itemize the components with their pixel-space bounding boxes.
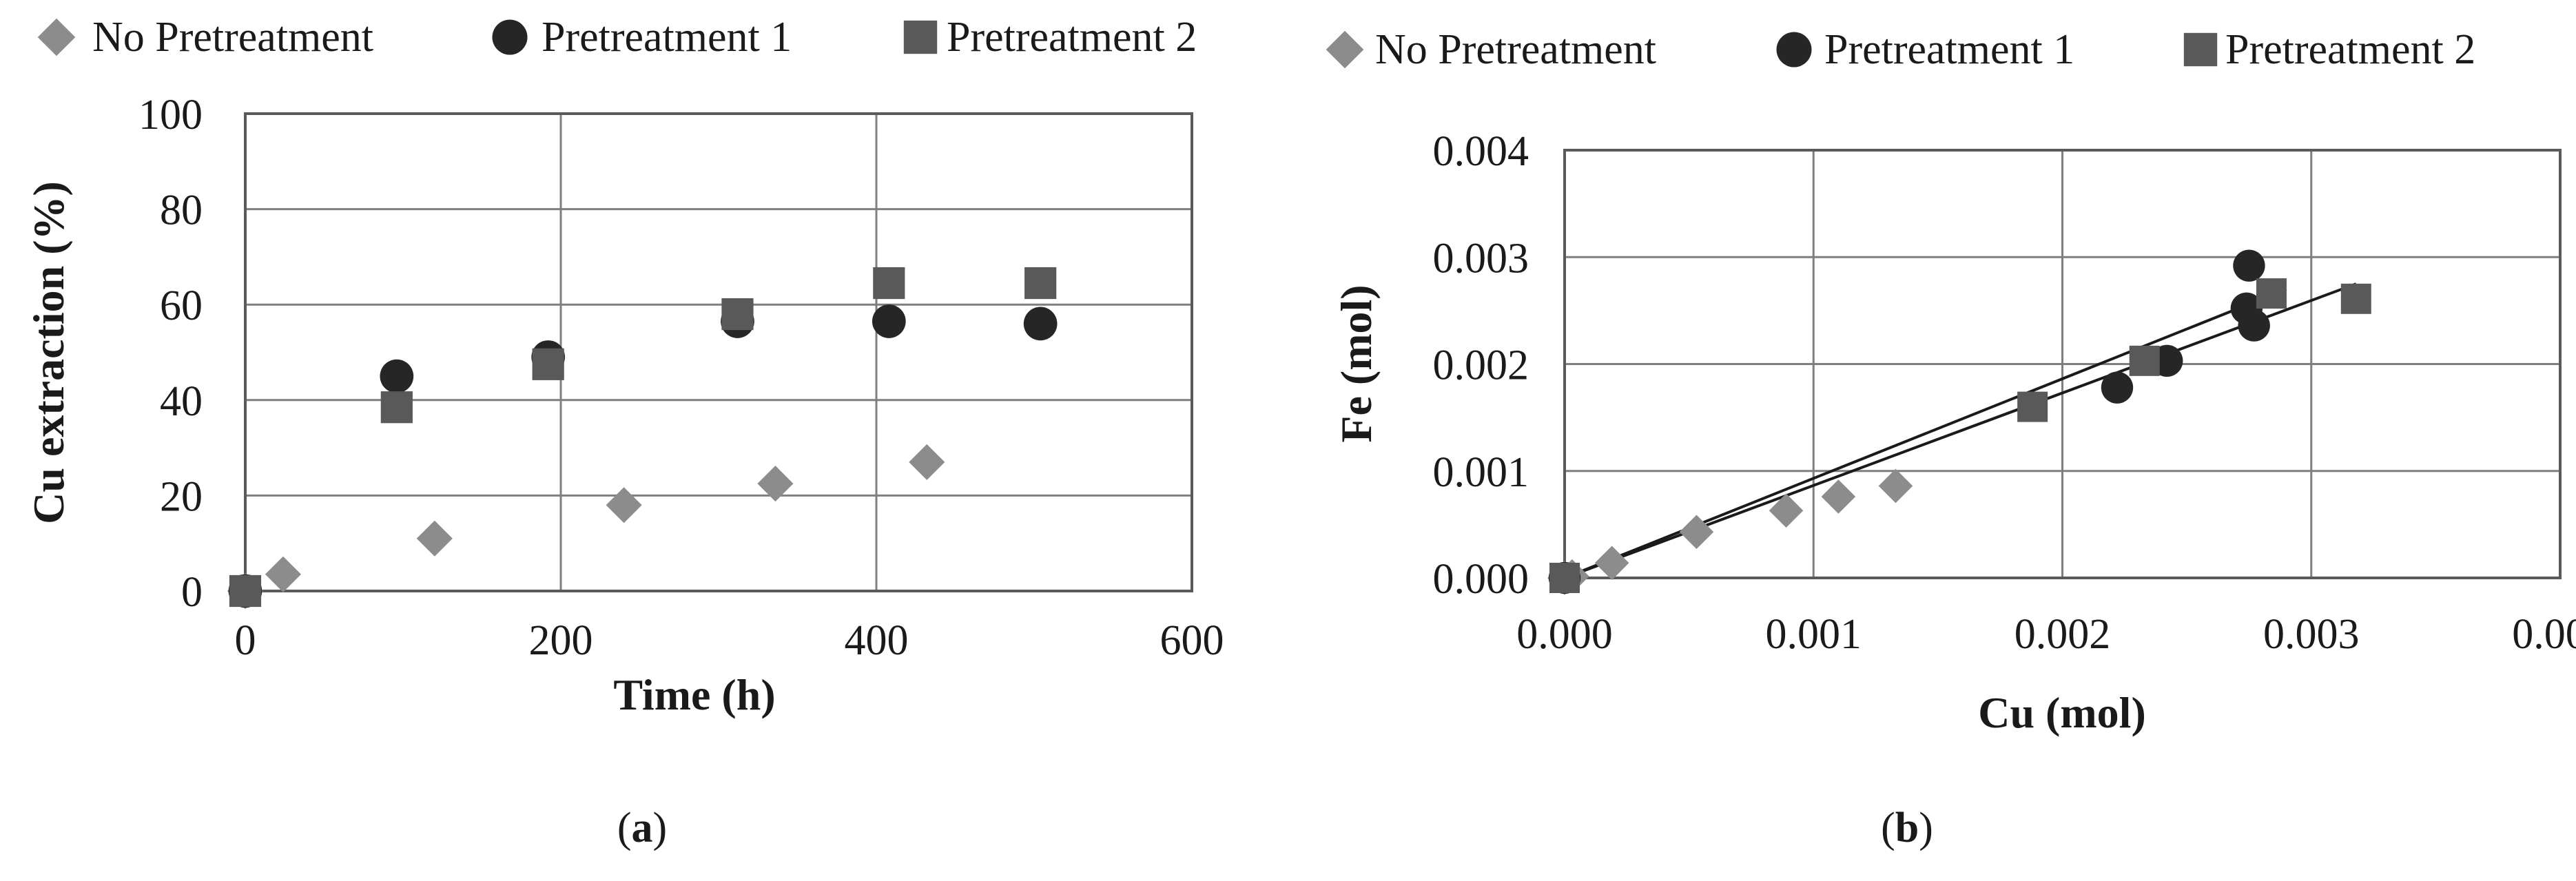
data-point [2101,371,2134,404]
legend-marker-diamond [37,18,76,56]
data-point [380,359,414,393]
panel-label-b: (b) [1881,805,1933,851]
legend-marker-square [903,20,938,54]
legend-item: Pretreatment 1 [1776,26,2074,73]
y-tick-label: 0 [181,569,203,616]
legend-item: Pretreatment 1 [492,14,792,61]
data-point [532,348,564,380]
legend-label: Pretreatment 1 [542,14,792,61]
legend-item: Pretreatment 2 [903,14,1197,61]
x-tick-label: 0.004 [2512,611,2576,658]
panel-label-a-letter: a [632,805,653,851]
data-point [1821,479,1856,514]
data-point [1023,307,1058,341]
series-no-pretreatment [1547,468,1913,595]
legend-label: Pretreatment 2 [2225,26,2475,73]
legend-label: Pretreatment 1 [1824,26,2074,73]
y-tick-label: 40 [160,378,203,425]
x-tick-label: 0.003 [2263,611,2360,658]
data-point [1679,515,1714,550]
x-tick-label: 0.002 [2015,611,2111,658]
data-point [2238,309,2270,342]
legend-item: No Pretreatment [37,14,373,61]
x-tick-label: 200 [529,617,593,664]
data-point [757,466,794,502]
legend-label: Pretreatment 2 [947,14,1197,61]
panel-label-a-open-paren: ( [617,805,632,851]
x-tick-label: 600 [1160,617,1224,664]
data-point [1769,493,1804,528]
y-tick-label: 0.001 [1433,449,1529,496]
y-tick-label: 60 [160,282,203,329]
panel-label-b-open-paren: ( [1881,805,1895,851]
y-tick-label: 0.003 [1433,235,1529,282]
data-point [2233,249,2265,282]
data-point [1594,546,1629,581]
data-point [2129,345,2160,376]
y-axis-title: Fe (mol) [1332,284,1381,442]
data-point [872,304,906,338]
panel-label-a: (a) [617,805,667,851]
data-point [1024,267,1057,300]
legend-label: No Pretreatment [1375,26,1656,73]
legend-marker-square [2183,32,2218,67]
panel-label-a-close-paren: ) [653,805,668,851]
legend-item: Pretreatment 2 [2183,26,2475,73]
y-tick-label: 0.002 [1433,342,1529,389]
legend-marker-circle [492,19,528,55]
legend-label: No Pretreatment [92,14,373,61]
x-tick-label: 0.001 [1766,611,1862,658]
x-tick-label: 0 [235,617,256,664]
y-tick-label: 80 [160,187,203,234]
data-point [721,298,754,331]
data-point [909,444,945,480]
legend-marker-circle [1776,32,1812,68]
data-point [416,520,453,557]
x-tick-label: 0.000 [1516,611,1613,658]
data-point [229,574,262,608]
data-point [873,267,905,300]
y-axis-title: Cu extraction (%) [24,181,73,524]
data-point [606,487,642,524]
chart-a: 0 200 400 600 0 20 40 60 80 100 Time (h) Cu extract… [24,14,1224,719]
panel-label-b-close-paren: ) [1919,805,1933,851]
legend-marker-diamond [1326,30,1364,69]
plot-area [244,112,1193,592]
trendline [1564,287,2287,579]
panel-label-b-letter: b [1895,805,1919,851]
data-point [2256,278,2287,309]
data-point [1549,563,1580,593]
plot-area [1563,149,2562,579]
data-point [265,556,301,592]
y-tick-label: 20 [160,473,203,520]
legend: No Pretreatment Pretreatment 1 Pretreatmen… [37,14,1197,61]
data-point [380,391,413,424]
data-point [2017,391,2048,422]
data-point [2340,283,2371,314]
chart-b: 0.000 0.001 0.002 0.003 0.004 0.000 0.001 0.002… [1326,26,2576,737]
x-tick-label: 400 [845,617,909,664]
legend-item: No Pretreatment [1326,26,1656,73]
data-point [1878,468,1913,504]
y-tick-label: 0.000 [1433,556,1529,603]
series-no-pretreatment [227,444,945,610]
y-tick-label: 0.004 [1433,128,1529,175]
y-tick-label: 100 [138,92,203,138]
series-pretreatment-2 [229,267,1057,608]
legend: No Pretreatment Pretreatment 1 Pretreatmen… [1326,26,2475,73]
series-pretreatment-2 [1549,278,2371,593]
x-axis-title: Cu (mol) [1978,688,2146,737]
x-axis-title: Time (h) [613,670,775,719]
